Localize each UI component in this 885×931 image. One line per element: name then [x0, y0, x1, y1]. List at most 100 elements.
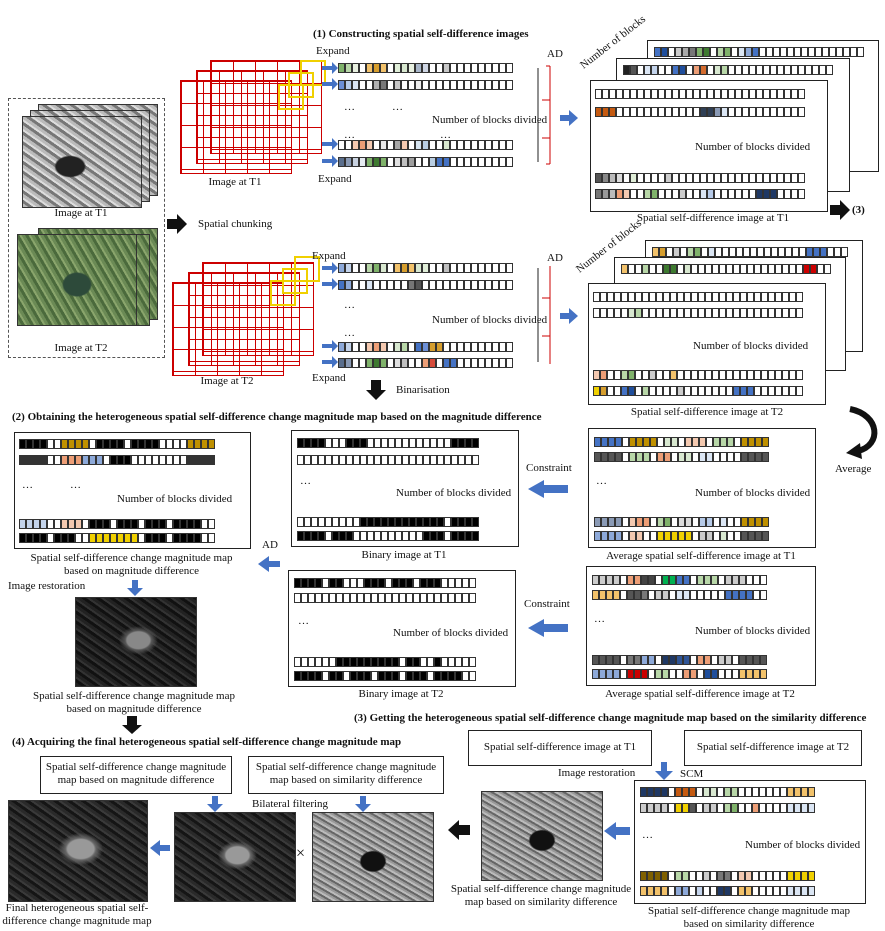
t2-chunk-label: Image at T2: [200, 375, 254, 387]
t2-blocks-divided-label: Number of blocks divided: [432, 314, 548, 326]
mag-down-arrow-icon: [207, 796, 223, 812]
mag-input-label-2: map based on magnitude difference: [57, 774, 215, 786]
average-curved-arrow-icon: [846, 406, 878, 459]
magnitude-result-label-1: Spatial self-difference change magnitude…: [33, 690, 235, 702]
magnitude-map-label-2: based on magnitude difference: [63, 565, 200, 577]
section4-title: (4) Acquiring the final heterogeneous sp…: [12, 736, 402, 748]
magnitude-map-blocks-divided: Number of blocks divided: [117, 493, 233, 505]
ssd-t1-blocks-divided: Number of blocks divided: [695, 141, 811, 153]
ad-label-sec2: AD: [262, 539, 278, 551]
mag-input-label-1: Spatial self-difference change magnitude: [45, 761, 227, 773]
sim-result-label-2: map based on similarity difference: [464, 896, 618, 908]
avg-ssd-t2-label: Average spatial self-difference image at…: [605, 688, 795, 700]
binary-t2-blocks-divided: Number of blocks divided: [393, 627, 509, 639]
scm-label: SCM: [680, 768, 704, 780]
avg2-ellipsis-a: …: [594, 613, 605, 625]
ad-label-t1: AD: [547, 48, 563, 60]
to-final-arrow-icon: [150, 840, 170, 856]
constraint-label-2: Constraint: [524, 598, 570, 610]
ssd-t2-front: Number of blocks divided: [588, 283, 826, 405]
avg-ssd-t2-box: Number of blocks divided: [586, 566, 816, 686]
expand-label-t1-bottom: Expand: [318, 173, 352, 185]
expand-label-t1-top: Expand: [316, 45, 350, 57]
similarity-diff-label-2: based on similarity difference: [683, 918, 815, 930]
section3-title: (3) Getting the heterogeneous spatial se…: [354, 712, 867, 724]
t2-block-highlight-3: [270, 280, 296, 306]
image-t2-label: Image at T2: [54, 342, 108, 354]
binarisation-label: Binarisation: [396, 384, 450, 396]
t1-chunk-front: [180, 80, 292, 174]
spatial-chunking-label: Spatial chunking: [198, 218, 273, 230]
binary-t1-blocks-divided: Number of blocks divided: [396, 487, 512, 499]
t1-row-4: [338, 157, 513, 167]
t1-ellipsis-2: …: [392, 101, 403, 113]
similarity-diff-map-image: [481, 791, 603, 881]
avg1-ellipsis-a: …: [596, 475, 607, 487]
ssd-t1-front: Number of blocks divided: [590, 80, 828, 212]
magnitude-map-label-1: Spatial self-difference change magnitude…: [30, 552, 233, 564]
t1-row-2: [338, 80, 513, 90]
binarisation-arrow-icon: [366, 380, 386, 400]
mag-ellipsis-b: …: [70, 479, 81, 491]
similarity-blocks-divided: Number of blocks divided: [745, 839, 861, 851]
step3-arrow-icon: [830, 200, 850, 220]
average-label: Average: [835, 463, 872, 475]
mag-input-box: Spatial self-difference change magnitude…: [40, 756, 232, 794]
image-restoration-label-1: Image restoration: [8, 580, 86, 592]
section2-title: (2) Obtaining the heterogeneous spatial …: [12, 411, 542, 423]
magnitude-result-label-2: based on magnitude difference: [66, 703, 202, 715]
sim-input-label-2: map based on similarity difference: [269, 774, 423, 786]
input-images-frame: [8, 98, 165, 358]
constraint-arrow-2-icon: [528, 619, 568, 637]
similarity-diff-label-1: Spatial self-difference change magnitude…: [648, 905, 850, 917]
image-t1-label: Image at T1: [54, 207, 108, 219]
sim-input-label-1: Spatial self-difference change magnitude: [255, 761, 437, 773]
final-label-2: difference change magnitude map: [2, 915, 152, 927]
magnitude-diff-map-box: Number of blocks divided: [14, 432, 251, 549]
ad-label-t2: AD: [547, 252, 563, 264]
t1-ellipsis-1: …: [344, 101, 355, 113]
t2-ellipsis-2: …: [344, 327, 355, 339]
ssd-t2-input-box: Spatial self-difference image at T2: [684, 730, 862, 766]
final-label-1: Final heterogeneous spatial self-: [5, 902, 149, 914]
similarity-diff-map-box: Number of blocks divided: [634, 780, 866, 904]
binary-t2-box: Number of blocks divided: [288, 570, 516, 687]
to-section4-arrow-icon: [122, 716, 142, 734]
magnitude-diff-map-image: [75, 597, 197, 687]
sim-ellipsis-a: …: [642, 829, 653, 841]
restoration-arrow-1-icon: [127, 580, 143, 596]
sim-result-label-1: Spatial self-difference change magnitude: [450, 883, 632, 895]
mag-ellipsis-a: …: [22, 479, 33, 491]
image-t2-thumb: [17, 234, 137, 326]
t2-to-ssd-arrow-icon: [560, 308, 578, 324]
section1-title: (1) Constructing spatial self-difference…: [313, 28, 529, 40]
multiply-sign: ×: [296, 845, 306, 862]
sim-down-arrow-icon: [355, 796, 371, 812]
final-map-image: [8, 800, 148, 902]
ssd-t2-label: Spatial self-difference image at T2: [630, 406, 784, 418]
avg-ssd-t1-label: Average spatial self-difference image at…: [606, 550, 796, 562]
t2-row-3: [338, 342, 513, 352]
sim-input-box: Spatial self-difference change magnitude…: [248, 756, 444, 794]
t1-ellipsis-3: …: [344, 129, 355, 141]
t2-row-2: [338, 280, 513, 290]
expand-label-t2-top: Expand: [312, 250, 346, 262]
avg-t1-blocks-divided: Number of blocks divided: [695, 487, 811, 499]
t1-ellipsis-4: …: [440, 129, 451, 141]
filtered-similarity-image: [312, 812, 434, 902]
binary-t1-box: Number of blocks divided: [291, 430, 519, 547]
image-t1-thumb: [22, 116, 142, 208]
t1-row-3: [338, 140, 513, 150]
to-bilateral-arrow-icon: [448, 820, 470, 840]
ssd-t2-blocks-divided: Number of blocks divided: [693, 340, 809, 352]
avg-ssd-t1-box: Number of blocks divided: [588, 428, 816, 548]
t1-row-1: [338, 63, 513, 73]
ssd-t2-input-label: Spatial self-difference image at T2: [696, 741, 850, 753]
t2-row-1: [338, 263, 513, 273]
t2-ellipsis-1: …: [344, 299, 355, 311]
bilateral-filtering-label: Bilateral filtering: [252, 798, 329, 810]
step3-marker: (3): [852, 204, 865, 216]
chunking-arrow-icon: [167, 214, 187, 234]
sim-restoration-arrow-icon: [604, 822, 630, 840]
binary-t2-label: Binary image at T2: [358, 688, 444, 700]
